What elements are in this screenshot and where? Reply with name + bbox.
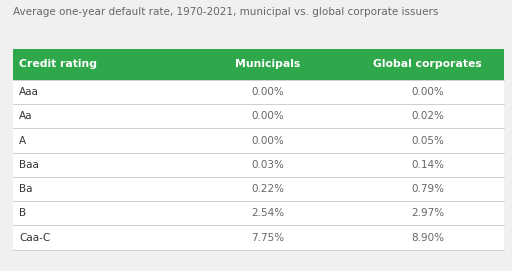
Bar — [13, 177, 504, 201]
Text: 0.22%: 0.22% — [251, 184, 284, 194]
Bar — [13, 104, 504, 128]
Text: 0.02%: 0.02% — [411, 111, 444, 121]
Text: B: B — [19, 208, 26, 218]
Text: Average one-year default rate, 1970-2021, municipal vs. global corporate issuers: Average one-year default rate, 1970-2021… — [13, 7, 438, 17]
Text: Aa: Aa — [19, 111, 32, 121]
Text: 8.90%: 8.90% — [411, 233, 444, 243]
Text: Municipals: Municipals — [235, 59, 300, 69]
Text: 0.00%: 0.00% — [251, 87, 284, 97]
Text: 0.14%: 0.14% — [411, 160, 444, 170]
Text: 0.03%: 0.03% — [251, 160, 284, 170]
Text: A: A — [19, 136, 26, 146]
Bar — [13, 153, 504, 177]
Text: Ba: Ba — [19, 184, 32, 194]
Bar — [13, 80, 504, 104]
Text: 0.00%: 0.00% — [251, 111, 284, 121]
Text: 2.97%: 2.97% — [411, 208, 444, 218]
Text: Credit rating: Credit rating — [19, 59, 97, 69]
Text: Caa-C: Caa-C — [19, 233, 50, 243]
Text: Global corporates: Global corporates — [373, 59, 482, 69]
Text: 0.79%: 0.79% — [411, 184, 444, 194]
Text: 2.54%: 2.54% — [251, 208, 284, 218]
Text: 7.75%: 7.75% — [251, 233, 284, 243]
Bar — [13, 201, 504, 225]
Text: 0.05%: 0.05% — [411, 136, 444, 146]
Text: Baa: Baa — [19, 160, 39, 170]
Text: 0.00%: 0.00% — [251, 136, 284, 146]
Bar — [13, 49, 504, 80]
Text: Aaa: Aaa — [19, 87, 39, 97]
Bar — [13, 128, 504, 153]
Bar — [13, 225, 504, 250]
Text: 0.00%: 0.00% — [411, 87, 444, 97]
